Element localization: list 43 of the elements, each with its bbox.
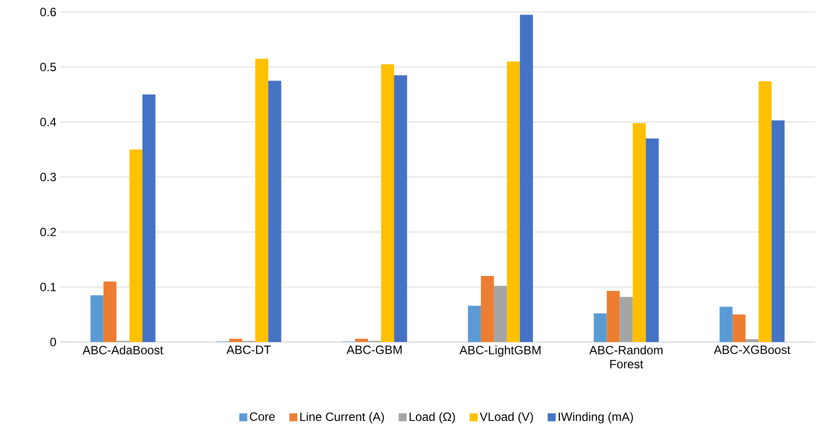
- bar: [229, 338, 242, 342]
- legend-label: Line Current (A): [300, 412, 384, 424]
- bar: [520, 14, 533, 342]
- x-tick-label: ABC-XGBoost: [714, 346, 790, 354]
- bar: [355, 338, 368, 342]
- bar: [268, 80, 282, 342]
- x-tick-label: ABC-LightGBM: [459, 346, 540, 357]
- bar: [772, 120, 785, 342]
- bar: [746, 339, 759, 342]
- bar: [758, 81, 772, 342]
- legend-label: Load (Ω): [410, 412, 455, 424]
- y-tick-label: 0.1: [40, 282, 56, 292]
- bar: [381, 64, 394, 342]
- y-tick-label: 0.5: [40, 62, 56, 72]
- bar: [632, 123, 646, 342]
- bar: [594, 313, 607, 342]
- bar: [720, 306, 733, 342]
- x-tick-label: ABC-AdaBoost: [82, 346, 164, 354]
- bar: [142, 94, 156, 342]
- legend-label: Core: [250, 412, 275, 421]
- bar: [732, 314, 746, 342]
- y-tick-label: 0.3: [40, 172, 56, 182]
- y-tick-label: 0.6: [40, 8, 56, 16]
- x-tick-label: ABC-DT: [226, 346, 271, 354]
- bar: [606, 290, 620, 342]
- bar: [103, 282, 116, 342]
- x-tick-label: ABC-GBM: [346, 346, 402, 354]
- bar: [394, 75, 408, 342]
- bar: [255, 58, 268, 342]
- bar: [646, 138, 659, 342]
- y-tick-label: 0: [50, 338, 56, 346]
- bar: [129, 150, 142, 342]
- bar: [506, 62, 520, 342]
- bar: [468, 306, 481, 342]
- bar: [90, 295, 104, 342]
- bar: [620, 296, 633, 342]
- x-tick-label: ABC-Random Forest: [589, 346, 662, 368]
- bar: [480, 276, 494, 342]
- legend-label: VLoad (V): [480, 412, 533, 424]
- bar: [494, 286, 507, 342]
- y-tick-label: 0.4: [40, 118, 56, 126]
- legend-label: IWinding (mA): [558, 412, 633, 424]
- y-tick-label: 0.2: [40, 228, 56, 236]
